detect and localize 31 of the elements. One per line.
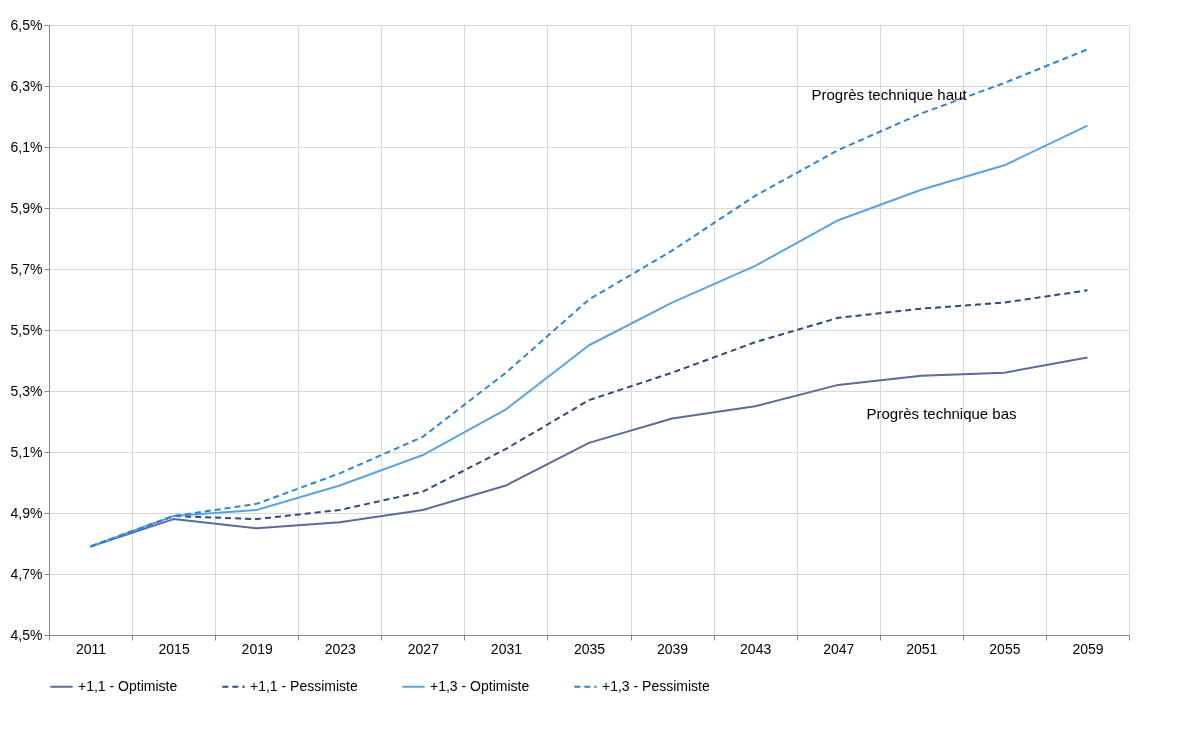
y-tick-label: 5,3% [10, 382, 43, 399]
y-tick-label: 6,5% [10, 16, 43, 33]
x-tick-label: 2031 [490, 640, 523, 657]
y-tick-label: 5,5% [10, 321, 43, 338]
x-tick-label: 2043 [740, 640, 772, 657]
annotation: Progrès technique bas [866, 404, 1017, 422]
x-tick-label: 2047 [823, 640, 855, 657]
x-tick-label: 2015 [158, 640, 190, 657]
y-tick-label: 5,7% [10, 260, 43, 277]
x-tick-label: 2027 [407, 640, 440, 657]
y-tick-label: 6,1% [10, 138, 43, 155]
legend-label: +1,3 - Optimiste [430, 677, 530, 694]
x-tick-label: 2011 [75, 640, 107, 657]
y-tick-label: 5,1% [10, 443, 43, 460]
x-tick-label: 2051 [906, 640, 938, 657]
legend-label: +1,3 - Pessimiste [602, 677, 710, 694]
legend-label: +1,1 - Optimiste [78, 677, 178, 694]
x-tick-label: 2059 [1072, 640, 1104, 657]
x-tick-label: 2035 [573, 640, 606, 657]
y-tick-label: 5,9% [10, 199, 43, 216]
x-tick-label: 2023 [324, 640, 357, 657]
y-tick-label: 4,9% [10, 504, 43, 521]
y-tick-label: 6,3% [10, 77, 43, 94]
legend-label: +1,1 - Pessimiste [250, 677, 358, 694]
x-tick-label: 2019 [241, 640, 273, 657]
annotation: Progrès technique haut [811, 85, 968, 103]
line-series [89, 48, 1089, 548]
y-tick-label: 4,5% [10, 626, 43, 643]
x-tick-label: 2039 [657, 640, 689, 657]
y-tick-label: 4,7% [10, 565, 43, 582]
x-tick-label: 2055 [989, 640, 1021, 657]
